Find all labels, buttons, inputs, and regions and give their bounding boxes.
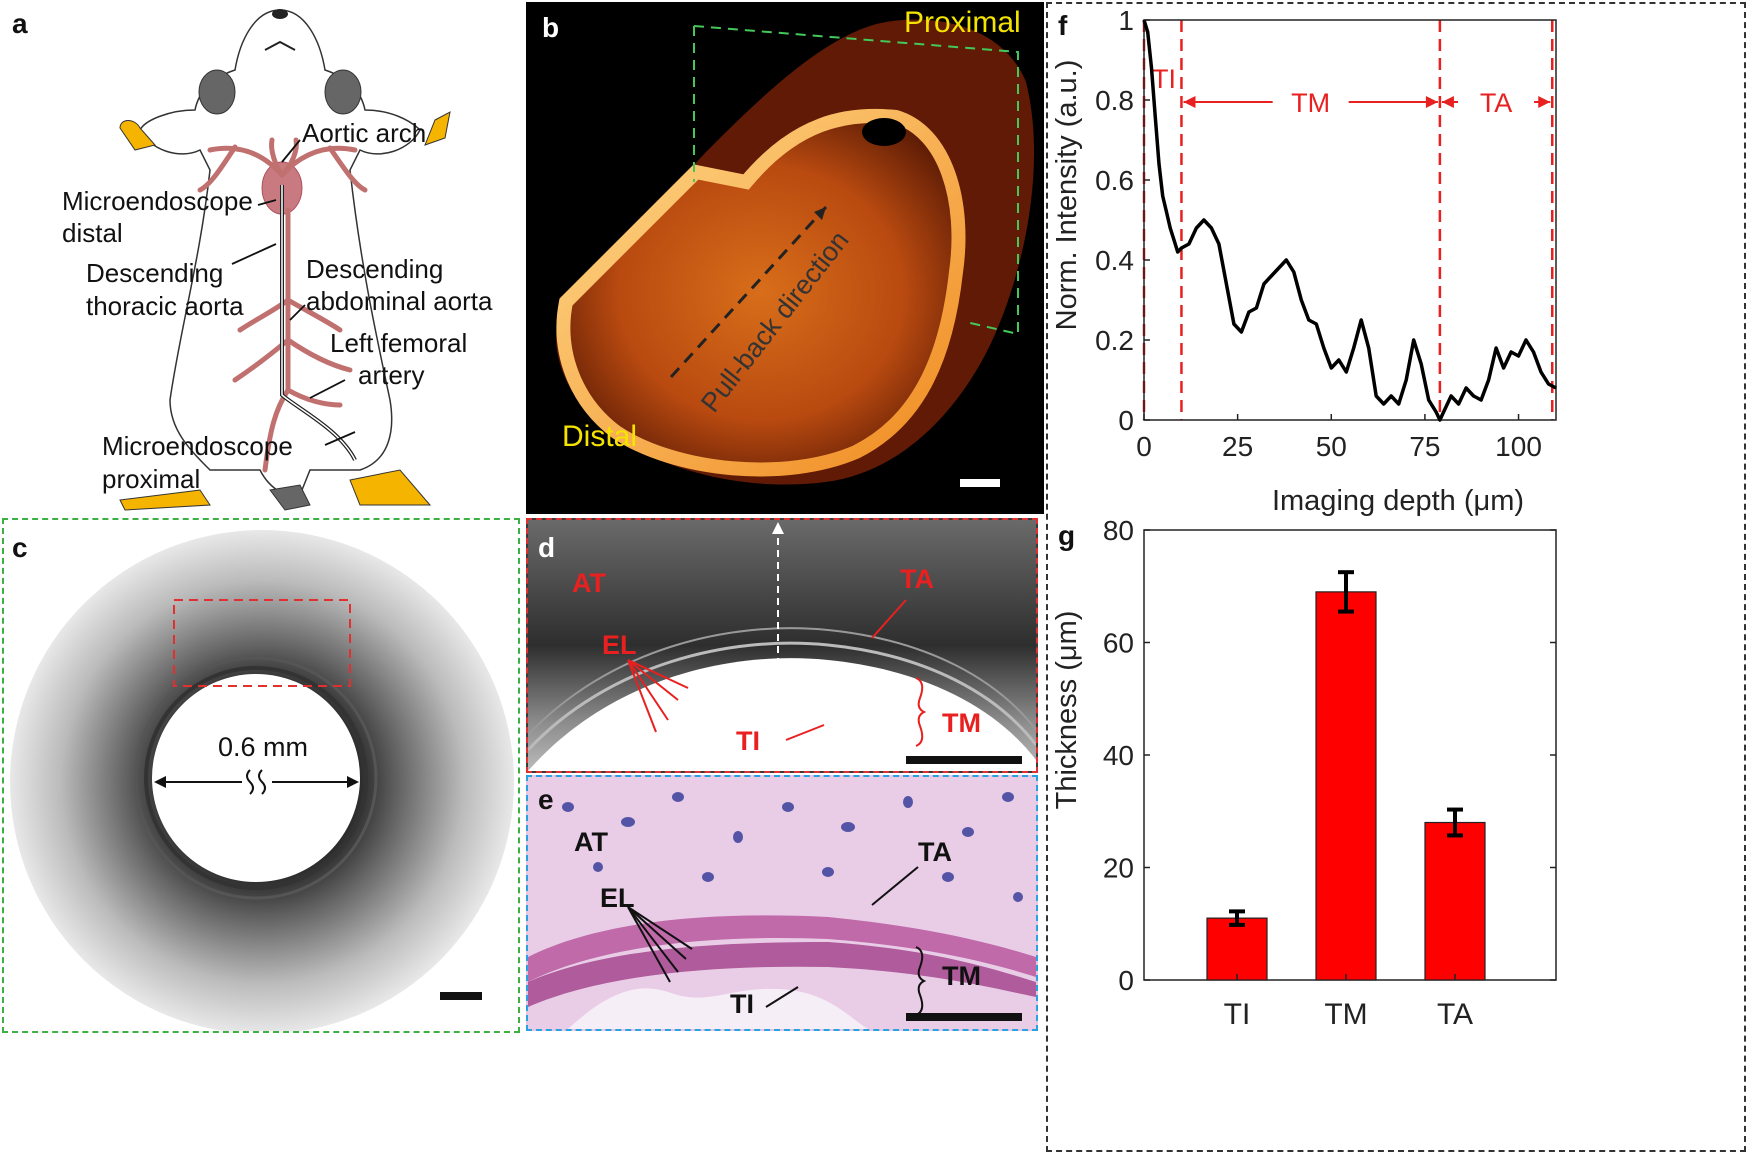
f-ytick-label: 1 — [1118, 5, 1134, 36]
f-xtick-label: 25 — [1222, 431, 1253, 462]
f-ytick-label: 0.6 — [1095, 165, 1134, 196]
scale-bar-c — [440, 992, 482, 1000]
intensity-depth-chart: TI TM TA 0 25 50 75 100 0 0.2 0.4 0.6 0.8 1 Imaging … — [1051, 5, 1557, 517]
label-e-tm: TM — [942, 961, 981, 991]
label-d-ta: TA — [900, 564, 934, 594]
panel-d-oct-zoom: AT EL TA TI TM — [526, 518, 1038, 773]
f-arrowhead — [1441, 96, 1454, 108]
f-intensity-series — [1142, 19, 1557, 422]
label-proximal: Proximal — [904, 6, 1021, 39]
oct-zoom-illustration — [528, 520, 1036, 771]
f-region-label: TA — [1480, 88, 1513, 118]
label-e-ti: TI — [730, 989, 754, 1019]
scale-bar-d — [906, 756, 1022, 764]
f-arrowhead — [1425, 96, 1438, 108]
label-microendoscope-proximal-1: Microendoscope — [102, 431, 293, 461]
label-d-tm: TM — [942, 708, 981, 738]
label-diameter: 0.6 mm — [218, 732, 308, 762]
f-xtick-label: 75 — [1409, 431, 1440, 462]
label-desc-abdominal-2: abdominal aorta — [306, 286, 493, 316]
label-e-at: AT — [574, 827, 608, 857]
g-bar — [1315, 591, 1377, 981]
label-left-femoral-2: artery — [358, 360, 425, 390]
mouse-anatomy-illustration — [119, 9, 451, 511]
f-arrowhead — [1183, 96, 1196, 108]
vessel-render-illustration: Pull-back direction — [556, 19, 1035, 487]
label-microendoscope-distal-2: distal — [62, 218, 123, 248]
panel-fg-frame — [1046, 2, 1746, 1152]
g-xtick-label: TM — [1324, 998, 1367, 1031]
histology-illustration — [528, 777, 1036, 1029]
f-ytick-label: 0.4 — [1095, 245, 1134, 276]
panel-letter-a: a — [12, 8, 28, 39]
label-desc-abdominal-1: Descending — [306, 254, 444, 284]
panel-letter-f: f — [1058, 10, 1068, 41]
panel-letter-b: b — [542, 12, 560, 43]
panel-letter-g: g — [1058, 520, 1076, 551]
label-d-ti: TI — [736, 726, 760, 756]
g-ylabel: Thickness (μm) — [1051, 611, 1083, 810]
f-xlabel: Imaging depth (μm) — [1272, 485, 1524, 517]
label-e-el: EL — [600, 883, 635, 913]
g-ytick-label: 60 — [1103, 628, 1134, 659]
scale-bar-b — [960, 479, 1000, 487]
panel-c-cross-section: 0.6 mm — [2, 518, 520, 1033]
label-left-femoral-1: Left femoral — [330, 328, 468, 358]
f-ylabel: Norm. Intensity (a.u.) — [1051, 60, 1083, 331]
f-plot-frame — [1143, 19, 1557, 421]
label-d-el: EL — [602, 630, 637, 660]
panel-letter-c: c — [12, 532, 28, 563]
panel-letter-d: d — [538, 532, 556, 563]
thickness-bar-chart: 0 20 40 60 80 TI TM TA Thickness (μm) — [1051, 515, 1557, 1031]
f-region-label: TM — [1291, 88, 1330, 118]
label-d-at: AT — [572, 568, 606, 598]
label-distal: Distal — [562, 420, 638, 453]
f-ytick-label: 0.2 — [1095, 325, 1134, 356]
f-xtick-label: 0 — [1136, 431, 1152, 462]
g-bar — [1424, 821, 1486, 981]
g-ytick-label: 0 — [1118, 965, 1134, 996]
f-xtick-label: 100 — [1495, 431, 1542, 462]
f-ytick-label: 0.8 — [1095, 85, 1134, 116]
scale-bar-e — [906, 1013, 1022, 1021]
label-microendoscope-proximal-2: proximal — [102, 464, 201, 494]
panel-b-3d-render: Pull-back direction Proximal Distal — [526, 2, 1044, 514]
f-ytick-label: 0 — [1118, 405, 1134, 436]
g-bar — [1206, 917, 1268, 981]
label-aortic-arch: Aortic arch — [302, 118, 427, 148]
g-ytick-label: 80 — [1103, 515, 1134, 546]
g-xtick-label: TA — [1437, 998, 1473, 1031]
label-desc-thoracic-1: Descending — [86, 258, 224, 288]
panel-letter-e: e — [538, 784, 554, 815]
g-ytick-label: 40 — [1103, 740, 1134, 771]
label-microendoscope-distal-1: Microendoscope — [62, 186, 253, 216]
g-ytick-label: 20 — [1103, 853, 1134, 884]
label-e-ta: TA — [918, 837, 952, 867]
panel-e-histology: AT EL TA TI TM — [526, 775, 1038, 1031]
f-arrowhead — [1538, 96, 1551, 108]
g-xtick-label: TI — [1224, 998, 1251, 1031]
f-xtick-label: 50 — [1316, 431, 1347, 462]
f-region-label: TI — [1152, 64, 1176, 94]
label-desc-thoracic-2: thoracic aorta — [86, 291, 244, 321]
cross-section-illustration: 0.6 mm — [10, 530, 514, 1031]
